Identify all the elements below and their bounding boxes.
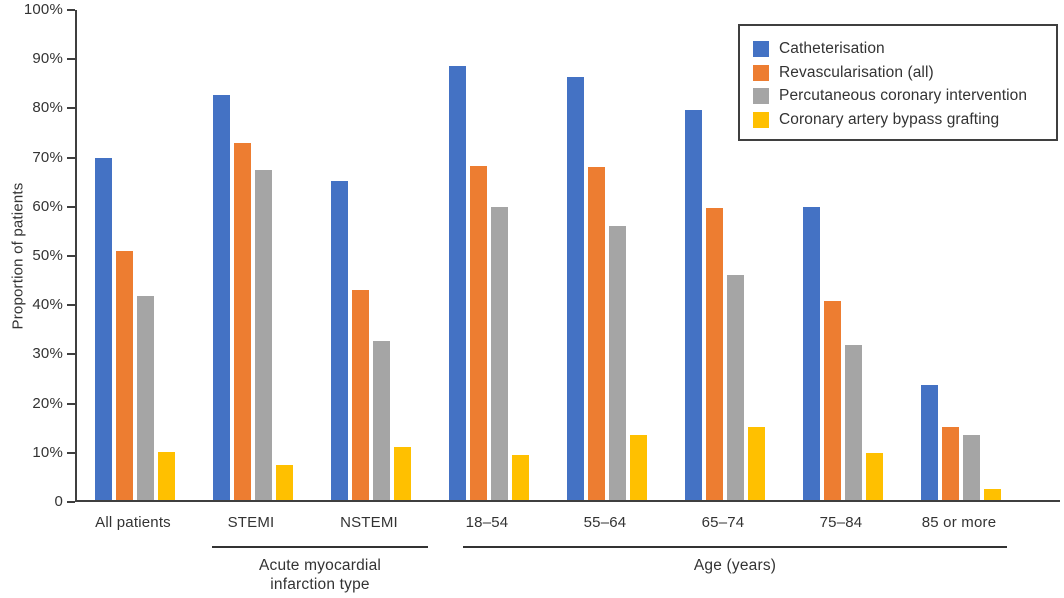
bar-catheterisation xyxy=(95,158,112,500)
y-tick-label: 100% xyxy=(23,1,63,18)
bar-revascularisation-all xyxy=(234,142,251,500)
category-label: 18–54 xyxy=(465,514,509,531)
bar-percutaneous-coronary-intervention xyxy=(845,345,862,500)
bar-group xyxy=(449,10,529,500)
bar-catheterisation xyxy=(449,65,466,500)
bar-revascularisation-all xyxy=(824,301,841,500)
bar-group xyxy=(95,10,175,500)
y-tick-label: 90% xyxy=(32,50,63,68)
legend-label: Coronary artery bypass grafting xyxy=(779,111,1000,129)
bar-group xyxy=(331,10,411,500)
bar-coronary-artery-bypass-grafting xyxy=(866,453,883,500)
legend-label: Catheterisation xyxy=(779,39,885,57)
category-label: 65–74 xyxy=(701,514,745,531)
legend-label: Revascularisation (all) xyxy=(779,63,934,81)
age-section-label: Age (years) xyxy=(693,557,777,574)
bar-group xyxy=(921,10,1001,500)
y-tick-mark xyxy=(67,205,75,208)
y-tick-label: 0 xyxy=(54,493,63,510)
y-tick-mark xyxy=(67,501,75,503)
y-tick-label: 50% xyxy=(32,247,63,264)
bar-catheterisation xyxy=(567,76,584,500)
y-tick-label: 10% xyxy=(32,443,63,461)
bar-percutaneous-coronary-intervention xyxy=(963,434,980,500)
ami-type-section-label: Acute myocardial infarction type xyxy=(210,556,430,594)
plot-area: 100% 90% 80% 70% 60% 50% 40% 30% 20% 10% 0 xyxy=(24,2,1060,510)
y-tick-label: 60% xyxy=(32,197,63,215)
y-tick-label: 30% xyxy=(32,345,63,363)
y-tick-label: 70% xyxy=(32,148,63,166)
bar-percutaneous-coronary-intervention xyxy=(609,226,626,500)
category-label: NSTEMI xyxy=(340,514,398,531)
bar-coronary-artery-bypass-grafting xyxy=(630,434,647,500)
category-label: 85 or more xyxy=(921,514,997,531)
bar-catheterisation xyxy=(803,206,820,500)
bar-coronary-artery-bypass-grafting xyxy=(276,464,293,500)
bar-revascularisation-all xyxy=(706,208,723,500)
legend: Catheterisation Revascularisation (all) Pe… xyxy=(738,24,1058,141)
y-tick-mark xyxy=(67,451,75,454)
bar-percutaneous-coronary-intervention xyxy=(727,274,744,500)
bar-revascularisation-all xyxy=(942,427,959,500)
legend-item: Catheterisation xyxy=(753,38,1048,60)
category-label: All patients xyxy=(95,514,171,531)
category-label: 75–84 xyxy=(819,514,863,531)
y-tick-mark xyxy=(67,58,75,61)
bar-group xyxy=(567,10,647,500)
legend-item: Coronary artery bypass grafting xyxy=(753,109,1048,131)
ami-type-section-label-line1: Acute myocardial xyxy=(258,557,382,574)
bar-catheterisation xyxy=(685,110,702,500)
y-tick-mark xyxy=(67,255,75,257)
legend-swatch xyxy=(753,64,769,81)
y-tick-mark xyxy=(67,107,75,110)
bar-coronary-artery-bypass-grafting xyxy=(158,452,175,500)
age-section-line xyxy=(463,546,1007,548)
bar-revascularisation-all xyxy=(588,167,605,500)
bar-coronary-artery-bypass-grafting xyxy=(748,426,765,500)
legend-swatch xyxy=(753,40,769,57)
bar-catheterisation xyxy=(921,385,938,500)
bar-percutaneous-coronary-intervention xyxy=(491,206,508,500)
y-tick-label: 80% xyxy=(32,99,63,117)
legend-label: Percutaneous coronary intervention xyxy=(779,87,1028,105)
bar-coronary-artery-bypass-grafting xyxy=(512,454,529,500)
bar-catheterisation xyxy=(213,95,230,500)
y-tick-mark xyxy=(67,402,75,405)
y-tick-label: 40% xyxy=(32,296,63,314)
y-tick-mark xyxy=(67,353,75,356)
y-tick-mark xyxy=(67,156,75,159)
legend-item: Percutaneous coronary intervention xyxy=(753,86,1048,108)
y-tick-mark xyxy=(67,304,75,307)
bar-coronary-artery-bypass-grafting xyxy=(394,446,411,500)
bar-percutaneous-coronary-intervention xyxy=(255,170,272,500)
y-tick-mark xyxy=(67,9,75,11)
category-label: 55–64 xyxy=(583,514,627,531)
ami-type-section-line xyxy=(212,546,428,548)
bar-percutaneous-coronary-intervention xyxy=(373,341,390,500)
bar-group xyxy=(803,10,883,500)
bar-catheterisation xyxy=(331,181,348,500)
y-tick-label: 20% xyxy=(32,394,63,412)
bar-revascularisation-all xyxy=(116,250,133,500)
legend-item: Revascularisation (all) xyxy=(753,62,1048,84)
bar-group xyxy=(213,10,293,500)
bar-percutaneous-coronary-intervention xyxy=(137,295,154,500)
bar-coronary-artery-bypass-grafting xyxy=(984,488,1001,500)
bar-revascularisation-all xyxy=(470,166,487,500)
category-label: STEMI xyxy=(227,514,275,531)
legend-swatch xyxy=(753,88,769,105)
bar-revascularisation-all xyxy=(352,290,369,500)
ami-type-section-label-line2: infarction type xyxy=(270,576,370,593)
legend-swatch xyxy=(753,112,769,129)
bar-group xyxy=(685,10,765,500)
